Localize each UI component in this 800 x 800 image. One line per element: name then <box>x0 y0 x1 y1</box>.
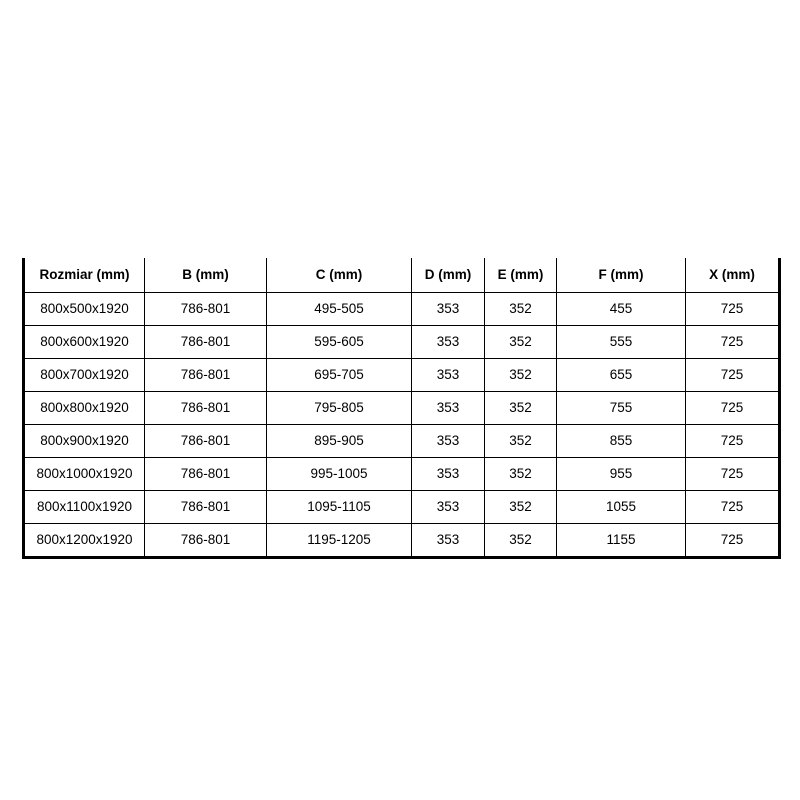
cell-e: 352 <box>484 391 557 425</box>
cell-c: 695-705 <box>266 358 412 392</box>
cell-d: 353 <box>411 424 485 458</box>
cell-b: 786-801 <box>144 424 267 458</box>
cell-b: 786-801 <box>144 457 267 491</box>
cell-x: 725 <box>720 532 744 547</box>
cell-d: 353 <box>411 490 485 524</box>
cell-e: 352 <box>484 523 557 558</box>
cell-f: 1155 <box>556 523 686 558</box>
cell-x: 725 <box>685 457 780 491</box>
cell-c: 495-505 <box>266 292 412 326</box>
column-header-x: X (mm) <box>685 258 780 293</box>
table-header-row: Rozmiar (mm) B (mm) C (mm) D (mm) E (mm)… <box>23 258 780 293</box>
column-header-c: C (mm) <box>266 258 412 293</box>
table-body: 800x500x1920 786-801 495-505 353 352 455… <box>23 292 780 558</box>
cell-f: 955 <box>556 457 686 491</box>
column-header-f: F (mm) <box>556 258 686 293</box>
specification-table: Rozmiar (mm) B (mm) C (mm) D (mm) E (mm)… <box>22 258 781 559</box>
table-row: 800x700x1920 786-801 695-705 353 352 655… <box>23 358 780 392</box>
cell-x: 725 <box>685 424 780 458</box>
cell-rozmiar: 800x1000x1920 <box>23 457 145 491</box>
cell-f: 455 <box>556 292 686 326</box>
cell-x: 725 <box>685 325 780 359</box>
cell-x: 725 <box>685 490 780 524</box>
cell-rozmiar: 800x600x1920 <box>23 325 145 359</box>
column-header-rozmiar: Rozmiar (mm) <box>23 258 145 293</box>
cell-c: 595-605 <box>266 325 412 359</box>
cell-f: 655 <box>556 358 686 392</box>
column-header-d: D (mm) <box>411 258 485 293</box>
column-header-e: E (mm) <box>484 258 557 293</box>
cell-e: 352 <box>484 424 557 458</box>
table-header: Rozmiar (mm) B (mm) C (mm) D (mm) E (mm)… <box>23 258 780 293</box>
cell-b: 786-801 <box>144 325 267 359</box>
cell-f: 755 <box>556 391 686 425</box>
cell-rozmiar: 800x1100x1920 <box>23 490 145 524</box>
cell-x: 725 <box>685 292 780 326</box>
cell-f: 855 <box>556 424 686 458</box>
cell-rozmiar: 800x800x1920 <box>23 391 145 425</box>
cell-b: 786-801 <box>144 391 267 425</box>
cell-c: 895-905 <box>266 424 412 458</box>
cell-d: 353 <box>411 523 485 558</box>
cell-rozmiar: 800x900x1920 <box>23 424 145 458</box>
column-header-b: B (mm) <box>144 258 267 293</box>
cell-d: 353 <box>411 325 485 359</box>
cell-b: 786-801 <box>144 523 267 558</box>
cell-rozmiar: 800x700x1920 <box>23 358 145 392</box>
cell-c: 1195-1205 <box>266 523 412 558</box>
cell-rozmiar: 800x1200x1920 <box>23 523 145 558</box>
cell-f: 1055 <box>556 490 686 524</box>
table-row: 800x800x1920 786-801 795-805 353 352 755… <box>23 391 780 425</box>
cell-e: 352 <box>484 457 557 491</box>
cell-x: 725 <box>685 391 780 425</box>
cell-f: 555 <box>556 325 686 359</box>
cell-c: 1095-1105 <box>266 490 412 524</box>
cell-rozmiar: 800x500x1920 <box>23 292 145 326</box>
cell-x: 725 <box>685 358 780 392</box>
cell-e: 352 <box>484 358 557 392</box>
table-row: 800x900x1920 786-801 895-905 353 352 855… <box>23 424 780 458</box>
table-row: 800x600x1920 786-801 595-605 353 352 555… <box>23 325 780 359</box>
table-row: 800x1000x1920 786-801 995-1005 353 352 9… <box>23 457 780 491</box>
cell-c: 795-805 <box>266 391 412 425</box>
table-row: 800x500x1920 786-801 495-505 353 352 455… <box>23 292 780 326</box>
cell-b: 786-801 <box>144 358 267 392</box>
table-row: 800x1200x1920 786-801 1195-1205 353 352 … <box>23 523 780 558</box>
cell-b: 786-801 <box>144 490 267 524</box>
cell-c: 995-1005 <box>266 457 412 491</box>
specification-table-container: Rozmiar (mm) B (mm) C (mm) D (mm) E (mm)… <box>22 258 781 559</box>
cell-e: 352 <box>484 325 557 359</box>
table-row: 800x1100x1920 786-801 1095-1105 353 352 … <box>23 490 780 524</box>
cell-e: 352 <box>484 490 557 524</box>
cell-e: 352 <box>484 292 557 326</box>
cell-d: 353 <box>411 292 485 326</box>
cell-b: 786-801 <box>144 292 267 326</box>
cell-d: 353 <box>411 358 485 392</box>
cell-d: 353 <box>411 457 485 491</box>
cell-d: 353 <box>411 391 485 425</box>
